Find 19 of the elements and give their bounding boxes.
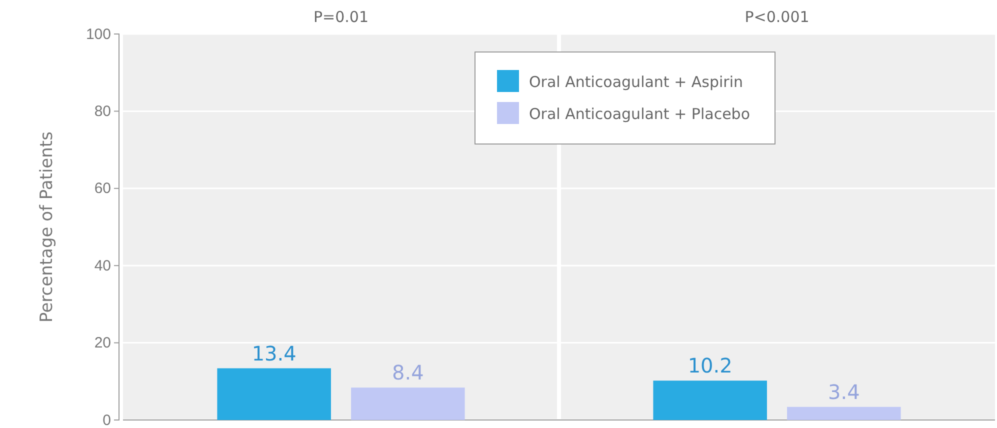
bar [351,388,465,420]
data-label: 8.4 [392,360,424,385]
y-tick-label: 20 [94,334,111,352]
y-axis-title: Percentage of Patients [37,131,57,322]
bar [787,406,901,420]
y-tick-label: 60 [94,180,111,198]
bar [653,380,767,420]
y-tick-label: 80 [94,103,111,120]
y-tick-label: 0 [102,412,111,428]
y-tick-label: 40 [94,257,111,274]
data-label: 10.2 [688,354,732,378]
bar [217,368,331,420]
y-tick-label: 100 [86,26,111,43]
data-label: 13.4 [252,341,296,366]
text: P=0.01 [313,8,369,26]
text: P<0.001 [744,8,810,26]
data-label: 3.4 [828,380,860,404]
legend-label: Oral Anticoagulant + Aspirin [529,73,744,91]
legend-label: Oral Anticoagulant + Placebo [529,105,750,123]
